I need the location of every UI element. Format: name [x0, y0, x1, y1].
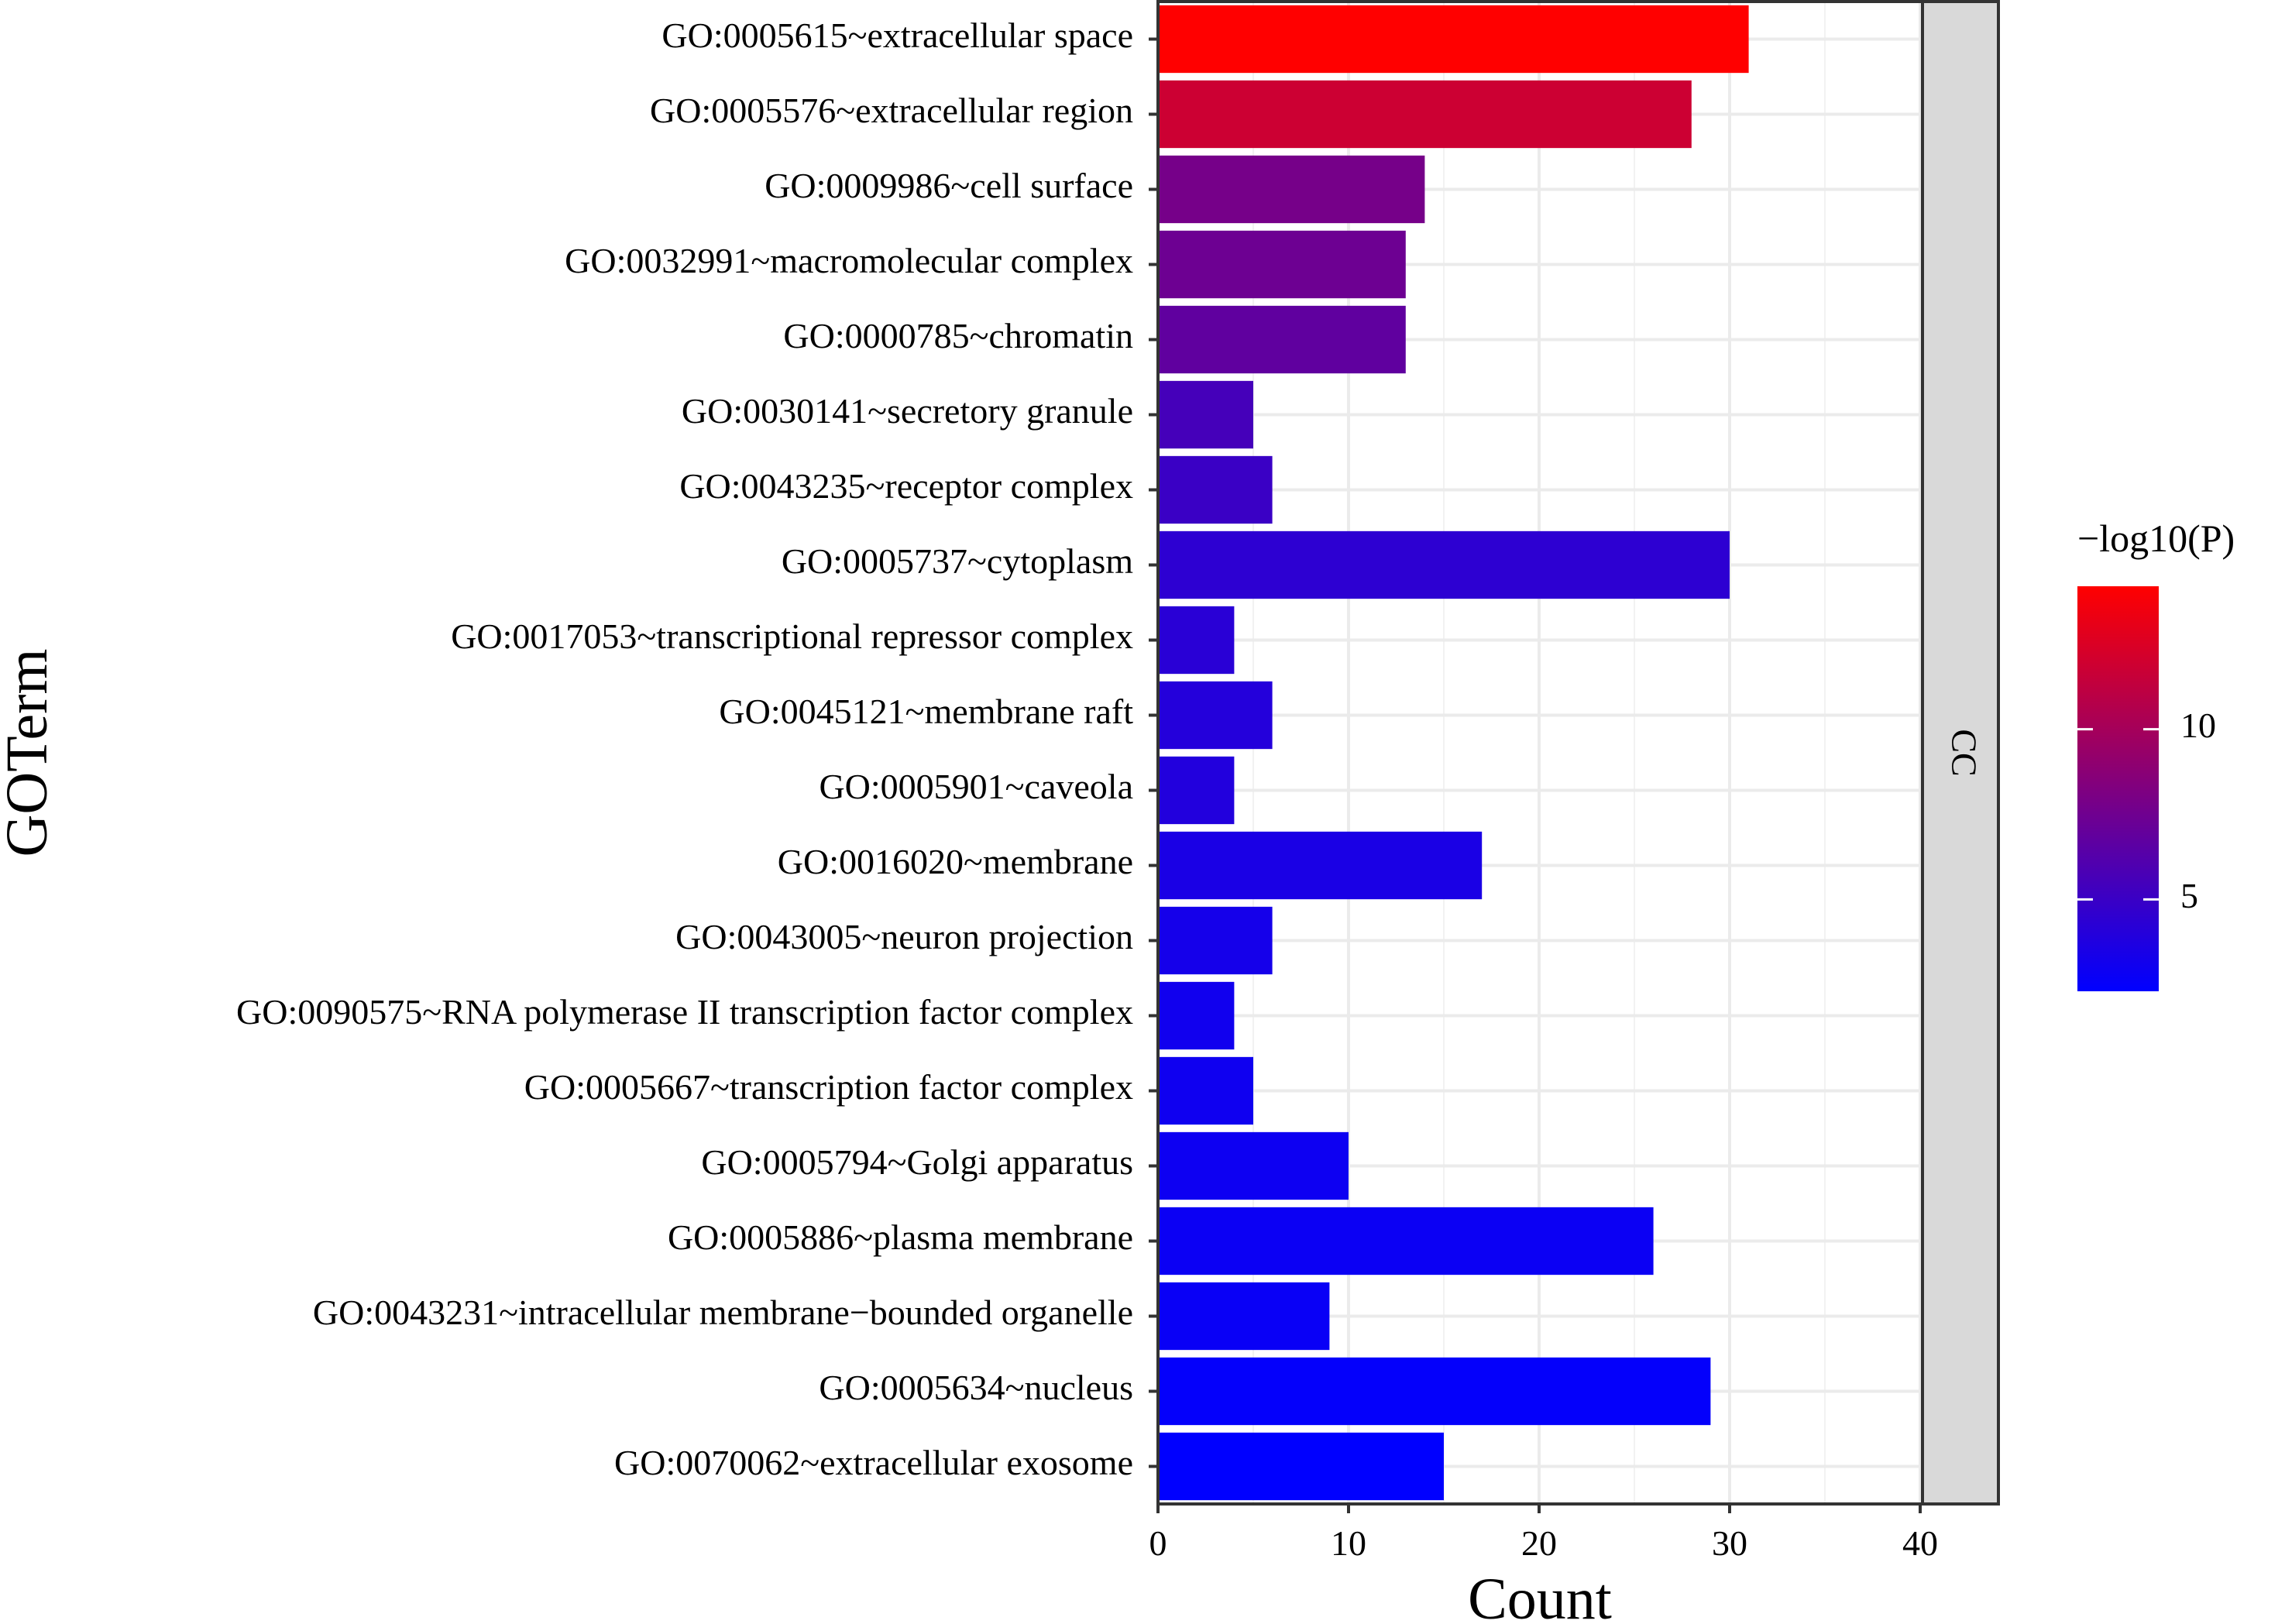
bar	[1158, 1056, 1253, 1125]
y-tick-label: GO:0005794~Golgi apparatus	[701, 1142, 1133, 1182]
y-tick-label: GO:0005737~cytoplasm	[782, 541, 1133, 581]
y-tick-label: GO:0005576~extracellular region	[650, 91, 1133, 130]
legend-title: −log10(P)	[2077, 517, 2235, 560]
legend-tick-label: 10	[2180, 706, 2216, 745]
y-tick-labels: GO:0005615~extracellular space GO:0005576…	[236, 15, 1158, 1482]
bar	[1158, 455, 1273, 524]
y-tick-label: GO:0030141~secretory granule	[682, 391, 1133, 431]
y-axis-title: GOTerm	[0, 648, 60, 857]
y-tick-label: GO:0090575~RNA polymerase II transcripti…	[236, 992, 1133, 1032]
y-tick-label: GO:0016020~membrane	[778, 842, 1133, 881]
bar	[1158, 756, 1235, 825]
y-tick-label: GO:0043231~intracellular membrane−bounde…	[313, 1293, 1133, 1332]
bar	[1158, 831, 1483, 900]
legend-ticks: 5 10	[2077, 706, 2216, 915]
legend-colorbar	[2077, 586, 2159, 991]
y-tick-label: GO:0043235~receptor complex	[679, 466, 1133, 506]
bar	[1158, 1282, 1330, 1351]
bar	[1158, 606, 1235, 675]
bar	[1158, 1357, 1711, 1426]
x-tick-label: 30	[1712, 1523, 1747, 1563]
x-tick-label: 0	[1149, 1523, 1167, 1563]
y-tick-label: GO:0009986~cell surface	[765, 166, 1133, 205]
x-tick-labels: 0 10 20 30 40	[1149, 1504, 1938, 1563]
y-tick-label: GO:0017053~transcriptional repressor com…	[451, 616, 1133, 656]
bar	[1158, 155, 1425, 224]
y-tick-label: GO:0070062~extracellular exosome	[614, 1443, 1133, 1482]
y-tick-label: GO:0032991~macromolecular complex	[565, 241, 1133, 280]
grid-lines	[1156, 2, 1922, 1504]
bar	[1158, 80, 1692, 149]
bar	[1158, 380, 1253, 449]
bar	[1158, 1207, 1654, 1276]
x-tick-label: 10	[1331, 1523, 1366, 1563]
x-tick-label: 40	[1902, 1523, 1938, 1563]
color-legend: −log10(P) 5 10	[2077, 517, 2235, 991]
legend-tick-label: 5	[2180, 876, 2198, 915]
bar	[1158, 1432, 1444, 1501]
x-tick-label: 20	[1521, 1523, 1557, 1563]
y-tick-label: GO:0000785~chromatin	[783, 316, 1133, 355]
facet-strip-label: CC	[1944, 729, 1984, 776]
y-tick-label: GO:0005886~plasma membrane	[668, 1217, 1133, 1257]
y-tick-label: GO:0005634~nucleus	[819, 1368, 1133, 1407]
y-tick-label: GO:0005615~extracellular space	[661, 15, 1133, 55]
bar	[1158, 530, 1730, 599]
bar	[1158, 681, 1273, 750]
bar	[1158, 981, 1235, 1050]
y-tick-label: GO:0005667~transcription factor complex	[524, 1067, 1133, 1107]
bar	[1158, 1131, 1349, 1200]
bar	[1158, 5, 1749, 74]
y-tick-label: GO:0045121~membrane raft	[719, 692, 1133, 731]
bars	[1158, 5, 1749, 1501]
bar	[1158, 230, 1406, 299]
facet-strip	[1921, 0, 2000, 1506]
y-tick-label: GO:0005901~caveola	[819, 767, 1133, 806]
bar	[1158, 906, 1273, 975]
bar	[1158, 305, 1406, 374]
y-tick-label: GO:0043005~neuron projection	[675, 917, 1133, 956]
x-axis-title: Count	[1468, 1567, 1612, 1624]
